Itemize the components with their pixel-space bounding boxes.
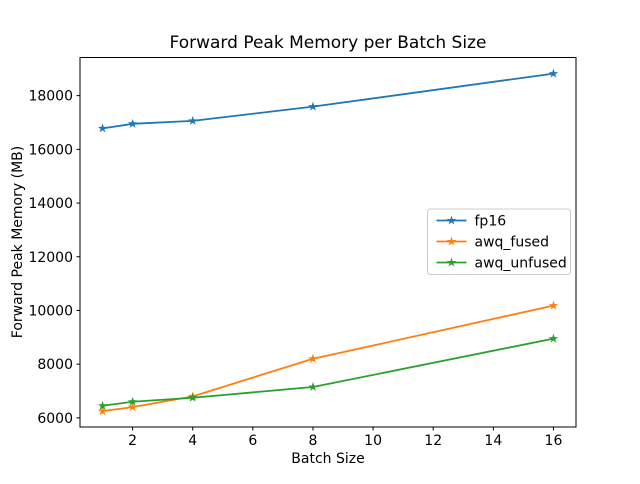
x-tick-label: 16: [545, 433, 563, 449]
y-tick-label: 6000: [37, 411, 73, 427]
x-axis-label: Batch Size: [291, 451, 364, 467]
series-line-fp16: [102, 72, 554, 130]
x-tick-label: 10: [364, 433, 382, 449]
x-tick-label: 8: [309, 433, 318, 449]
x-tick-label: 12: [424, 433, 442, 449]
data-series: [97, 68, 559, 416]
series-marker-awq_unfused: [97, 400, 108, 410]
y-tick-label: 12000: [28, 250, 73, 266]
series-marker-awq_fused: [548, 300, 559, 310]
chart-title: Forward Peak Memory per Batch Size: [170, 33, 487, 53]
legend-marker-fp16: [446, 215, 457, 225]
legend-box: [427, 208, 571, 275]
series-marker-fp16: [548, 68, 559, 78]
x-tick-label: 2: [128, 433, 137, 449]
x-tick-label: 14: [484, 433, 502, 449]
series-line-awq_unfused: [102, 337, 554, 407]
plot-area: [79, 57, 577, 428]
series-marker-fp16: [187, 115, 198, 125]
series-marker-fp16: [308, 101, 318, 111]
series-marker-awq_unfused: [548, 333, 559, 343]
legend-label-awq_fused: awq_fused: [475, 235, 550, 251]
series-marker-awq_unfused: [308, 381, 318, 392]
legend-label-fp16: fp16: [475, 214, 507, 230]
legend: fp16 awq_fused awq_unfused: [427, 208, 571, 275]
y-tick-label: 10000: [28, 303, 73, 319]
x-tick-label: 4: [188, 433, 197, 449]
series-marker-awq_unfused: [127, 396, 138, 406]
y-tick-label: 18000: [28, 89, 73, 105]
series-marker-awq_fused: [308, 353, 318, 363]
series-line-awq_fused: [102, 304, 554, 413]
y-tick-label: 14000: [28, 196, 73, 212]
series-marker-fp16: [97, 123, 108, 133]
y-tick-label: 8000: [37, 357, 73, 373]
series-marker-awq_fused: [127, 402, 138, 412]
x-tick-label: 6: [248, 433, 257, 449]
axis-ticks: 2 4 6 8 10 12 14 16 6000 8000 10000 12000 14000 16000…: [28, 89, 562, 449]
series-marker-fp16: [127, 118, 138, 128]
y-tick-label: 16000: [28, 142, 73, 158]
legend-marker-awq_unfused: [446, 257, 457, 267]
series-marker-awq_fused: [97, 406, 108, 416]
series-marker-awq_unfused: [187, 392, 198, 402]
legend-label-awq_unfused: awq_unfused: [475, 256, 567, 272]
y-axis-label: Forward Peak Memory (MB): [10, 146, 26, 338]
legend-marker-awq_fused: [446, 236, 457, 246]
